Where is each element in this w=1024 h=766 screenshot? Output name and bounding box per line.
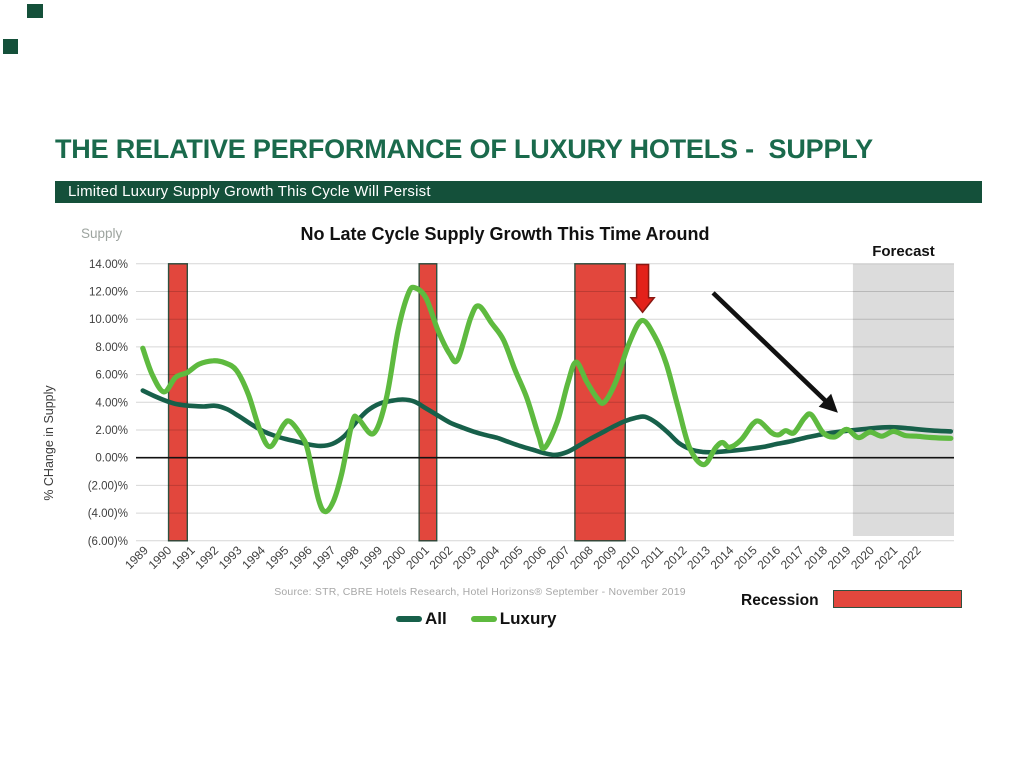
x-tick-label: 2001: [403, 543, 432, 572]
x-tick-label: 1993: [216, 543, 245, 572]
x-tick-label: 1991: [169, 543, 198, 572]
chart-legend: All Luxury: [396, 609, 556, 629]
x-tick-label: 2021: [872, 543, 901, 572]
legend-swatch-all: [396, 616, 422, 622]
black-trend-arrowhead: [818, 393, 838, 413]
x-tick-label: 2010: [614, 543, 643, 572]
y-tick-label: 12.00%: [89, 287, 128, 299]
x-tick-label: 2013: [684, 543, 713, 572]
y-tick-label: (4.00)%: [88, 508, 128, 520]
x-tick-label: 2006: [520, 543, 549, 572]
x-tick-label: 2022: [895, 543, 924, 572]
slide-corner-accent-2: [3, 39, 18, 54]
x-tick-label: 2019: [825, 543, 854, 572]
legend-label-luxury: Luxury: [499, 609, 557, 628]
legend-item-luxury: Luxury: [470, 609, 557, 629]
slide-title: THE RELATIVE PERFORMANCE OF LUXURY HOTEL…: [55, 134, 873, 164]
legend-swatch-luxury: [470, 616, 497, 622]
x-tick-label: 2004: [473, 543, 502, 572]
x-tick-label: 2012: [661, 543, 690, 572]
forecast-band: [852, 263, 954, 536]
y-tick-label: 4.00%: [95, 397, 128, 409]
series-line-luxury: [140, 284, 954, 515]
x-tick-label: 2011: [638, 543, 666, 571]
y-tick-label: 14.00%: [89, 259, 128, 271]
x-tick-label: 1999: [356, 543, 385, 572]
x-tick-label: 2008: [567, 543, 596, 572]
x-tick-label: 2002: [427, 543, 456, 572]
y-tick-label: (2.00)%: [88, 480, 128, 492]
x-tick-label: 1992: [192, 543, 221, 572]
legend-label-all: All: [425, 609, 447, 628]
recession-legend-label: Recession: [741, 592, 819, 609]
x-tick-label: 1998: [333, 543, 362, 572]
subtitle-banner: Limited Luxury Supply Growth This Cycle …: [55, 181, 982, 203]
x-tick-label: 1990: [146, 543, 175, 572]
red-down-arrow: [629, 263, 656, 314]
y-tick-label: 8.00%: [95, 342, 128, 354]
series-line-all: [140, 388, 954, 458]
x-tick-label: 1995: [263, 543, 292, 572]
y-tick-label: 2.00%: [95, 425, 128, 437]
x-tick-label: 2000: [380, 543, 409, 572]
x-tick-label: 2020: [848, 543, 877, 572]
chart-title: No Late Cycle Supply Growth This Time Ar…: [300, 224, 710, 244]
x-tick-label: 2009: [591, 543, 620, 572]
x-tick-label: 2003: [450, 543, 479, 572]
y-tick-label: 10.00%: [89, 314, 128, 326]
x-tick-label: 2016: [754, 543, 783, 572]
supply-axis-caption: Supply: [81, 226, 123, 241]
source-text: Source: STR, CBRE Hotels Research, Hotel…: [274, 586, 686, 598]
x-tick-label: 1994: [239, 543, 268, 572]
x-tick-label: 2018: [801, 543, 830, 572]
x-tick-label: 2017: [778, 543, 807, 572]
x-tick-label: 1997: [309, 543, 338, 572]
black-trend-arrow: [711, 291, 831, 407]
recession-legend-swatch: [833, 590, 962, 608]
forecast-label: Forecast: [872, 243, 935, 260]
x-tick-label: 1996: [286, 543, 315, 572]
y-tick-label: (6.00)%: [88, 536, 128, 548]
slide-corner-accent-1: [27, 4, 43, 18]
x-tick-label: 2007: [544, 543, 573, 572]
x-tick-label: 2014: [708, 543, 737, 572]
legend-item-all: All: [396, 609, 447, 629]
x-tick-label: 2005: [497, 543, 526, 572]
y-tick-label: 0.00%: [95, 453, 128, 465]
x-tick-label: 2015: [731, 543, 760, 572]
y-tick-label: 6.00%: [95, 370, 128, 382]
